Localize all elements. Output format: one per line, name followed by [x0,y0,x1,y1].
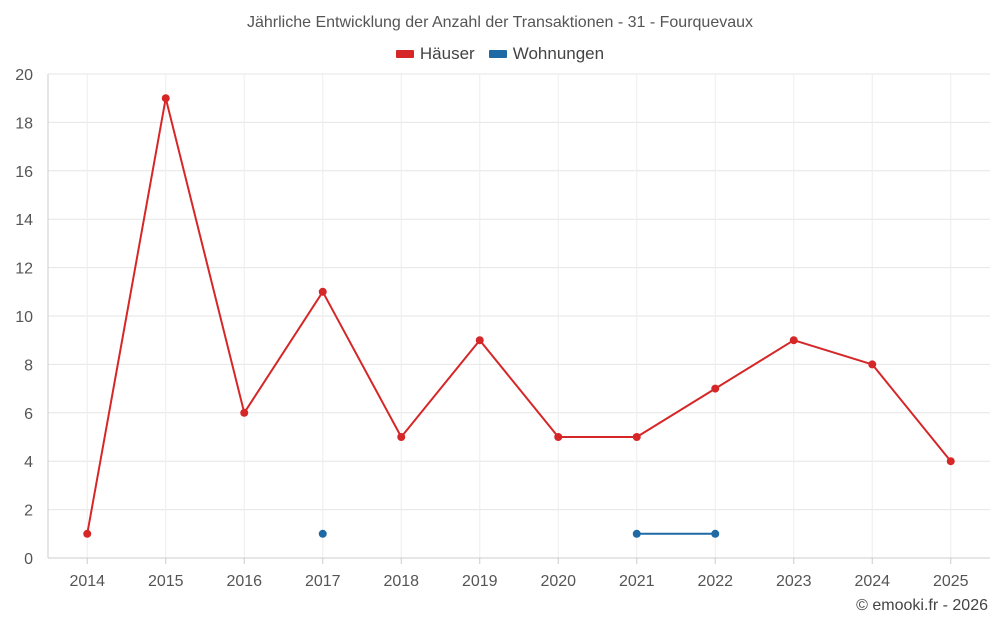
data-point-haeuser [161,94,170,103]
y-tick-label: 10 [15,309,33,326]
x-tick-label: 2023 [776,573,812,590]
data-point-wohnungen [632,529,641,538]
series-line-haeuser [714,339,795,390]
series-line-haeuser [86,97,167,535]
series-line-haeuser [478,339,560,438]
y-tick-label: 20 [15,67,33,84]
data-point-haeuser [711,384,720,393]
credit-text: © emooki.fr - 2026 [856,597,988,614]
y-tick-label: 2 [24,503,33,520]
x-tick-label: 2019 [462,573,498,590]
series-line-haeuser [164,97,246,414]
data-point-haeuser [475,336,484,345]
data-point-wohnungen [711,529,720,538]
legend-item-haeuser[interactable]: Häuser [395,44,475,64]
y-tick-label: 8 [24,357,33,374]
x-tick-label: 2022 [697,573,733,590]
data-point-haeuser [240,408,249,417]
data-point-haeuser [632,433,641,441]
y-tick-label: 4 [24,454,33,471]
x-tick-label: 2017 [305,573,341,590]
y-tick-label: 0 [24,551,33,568]
legend-label-haeuser: Häuser [419,44,475,63]
y-tick-label: 16 [15,164,33,181]
x-tick-label: 2020 [540,573,576,590]
x-tick-label: 2014 [69,573,105,590]
x-tick-label: 2021 [619,573,655,590]
legend-swatch-haeuser [395,50,414,58]
data-point-haeuser [318,287,327,296]
data-point-haeuser [946,457,955,466]
y-tick-label: 14 [15,212,33,229]
series-line-haeuser [400,339,481,438]
series-line-haeuser [792,339,874,366]
x-tick-label: 2025 [933,573,969,590]
series-line-haeuser [871,363,952,463]
x-tick-label: 2015 [148,573,184,590]
legend-item-wohnungen[interactable]: Wohnungen [488,44,605,64]
data-point-haeuser [83,529,92,538]
series-line-haeuser [321,290,403,438]
y-tick-label: 6 [24,406,33,423]
x-tick-label: 2018 [383,573,419,590]
data-point-wohnungen [318,529,327,538]
data-point-haeuser [789,336,798,345]
legend: Häuser Wohnungen [0,44,1000,64]
data-point-haeuser [554,433,563,441]
y-tick-label: 12 [15,261,33,278]
chart-title: Jährliche Entwicklung der Anzahl der Tra… [246,14,754,31]
data-point-haeuser [868,360,877,369]
data-point-haeuser [397,433,406,441]
legend-label-wohnungen: Wohnungen [512,44,605,63]
y-tick-label: 18 [15,115,33,132]
series-line-haeuser [635,387,717,438]
x-tick-label: 2024 [854,573,890,590]
x-tick-label: 2016 [226,573,262,590]
series-line-haeuser [243,290,324,414]
legend-swatch-wohnungen [488,50,507,58]
